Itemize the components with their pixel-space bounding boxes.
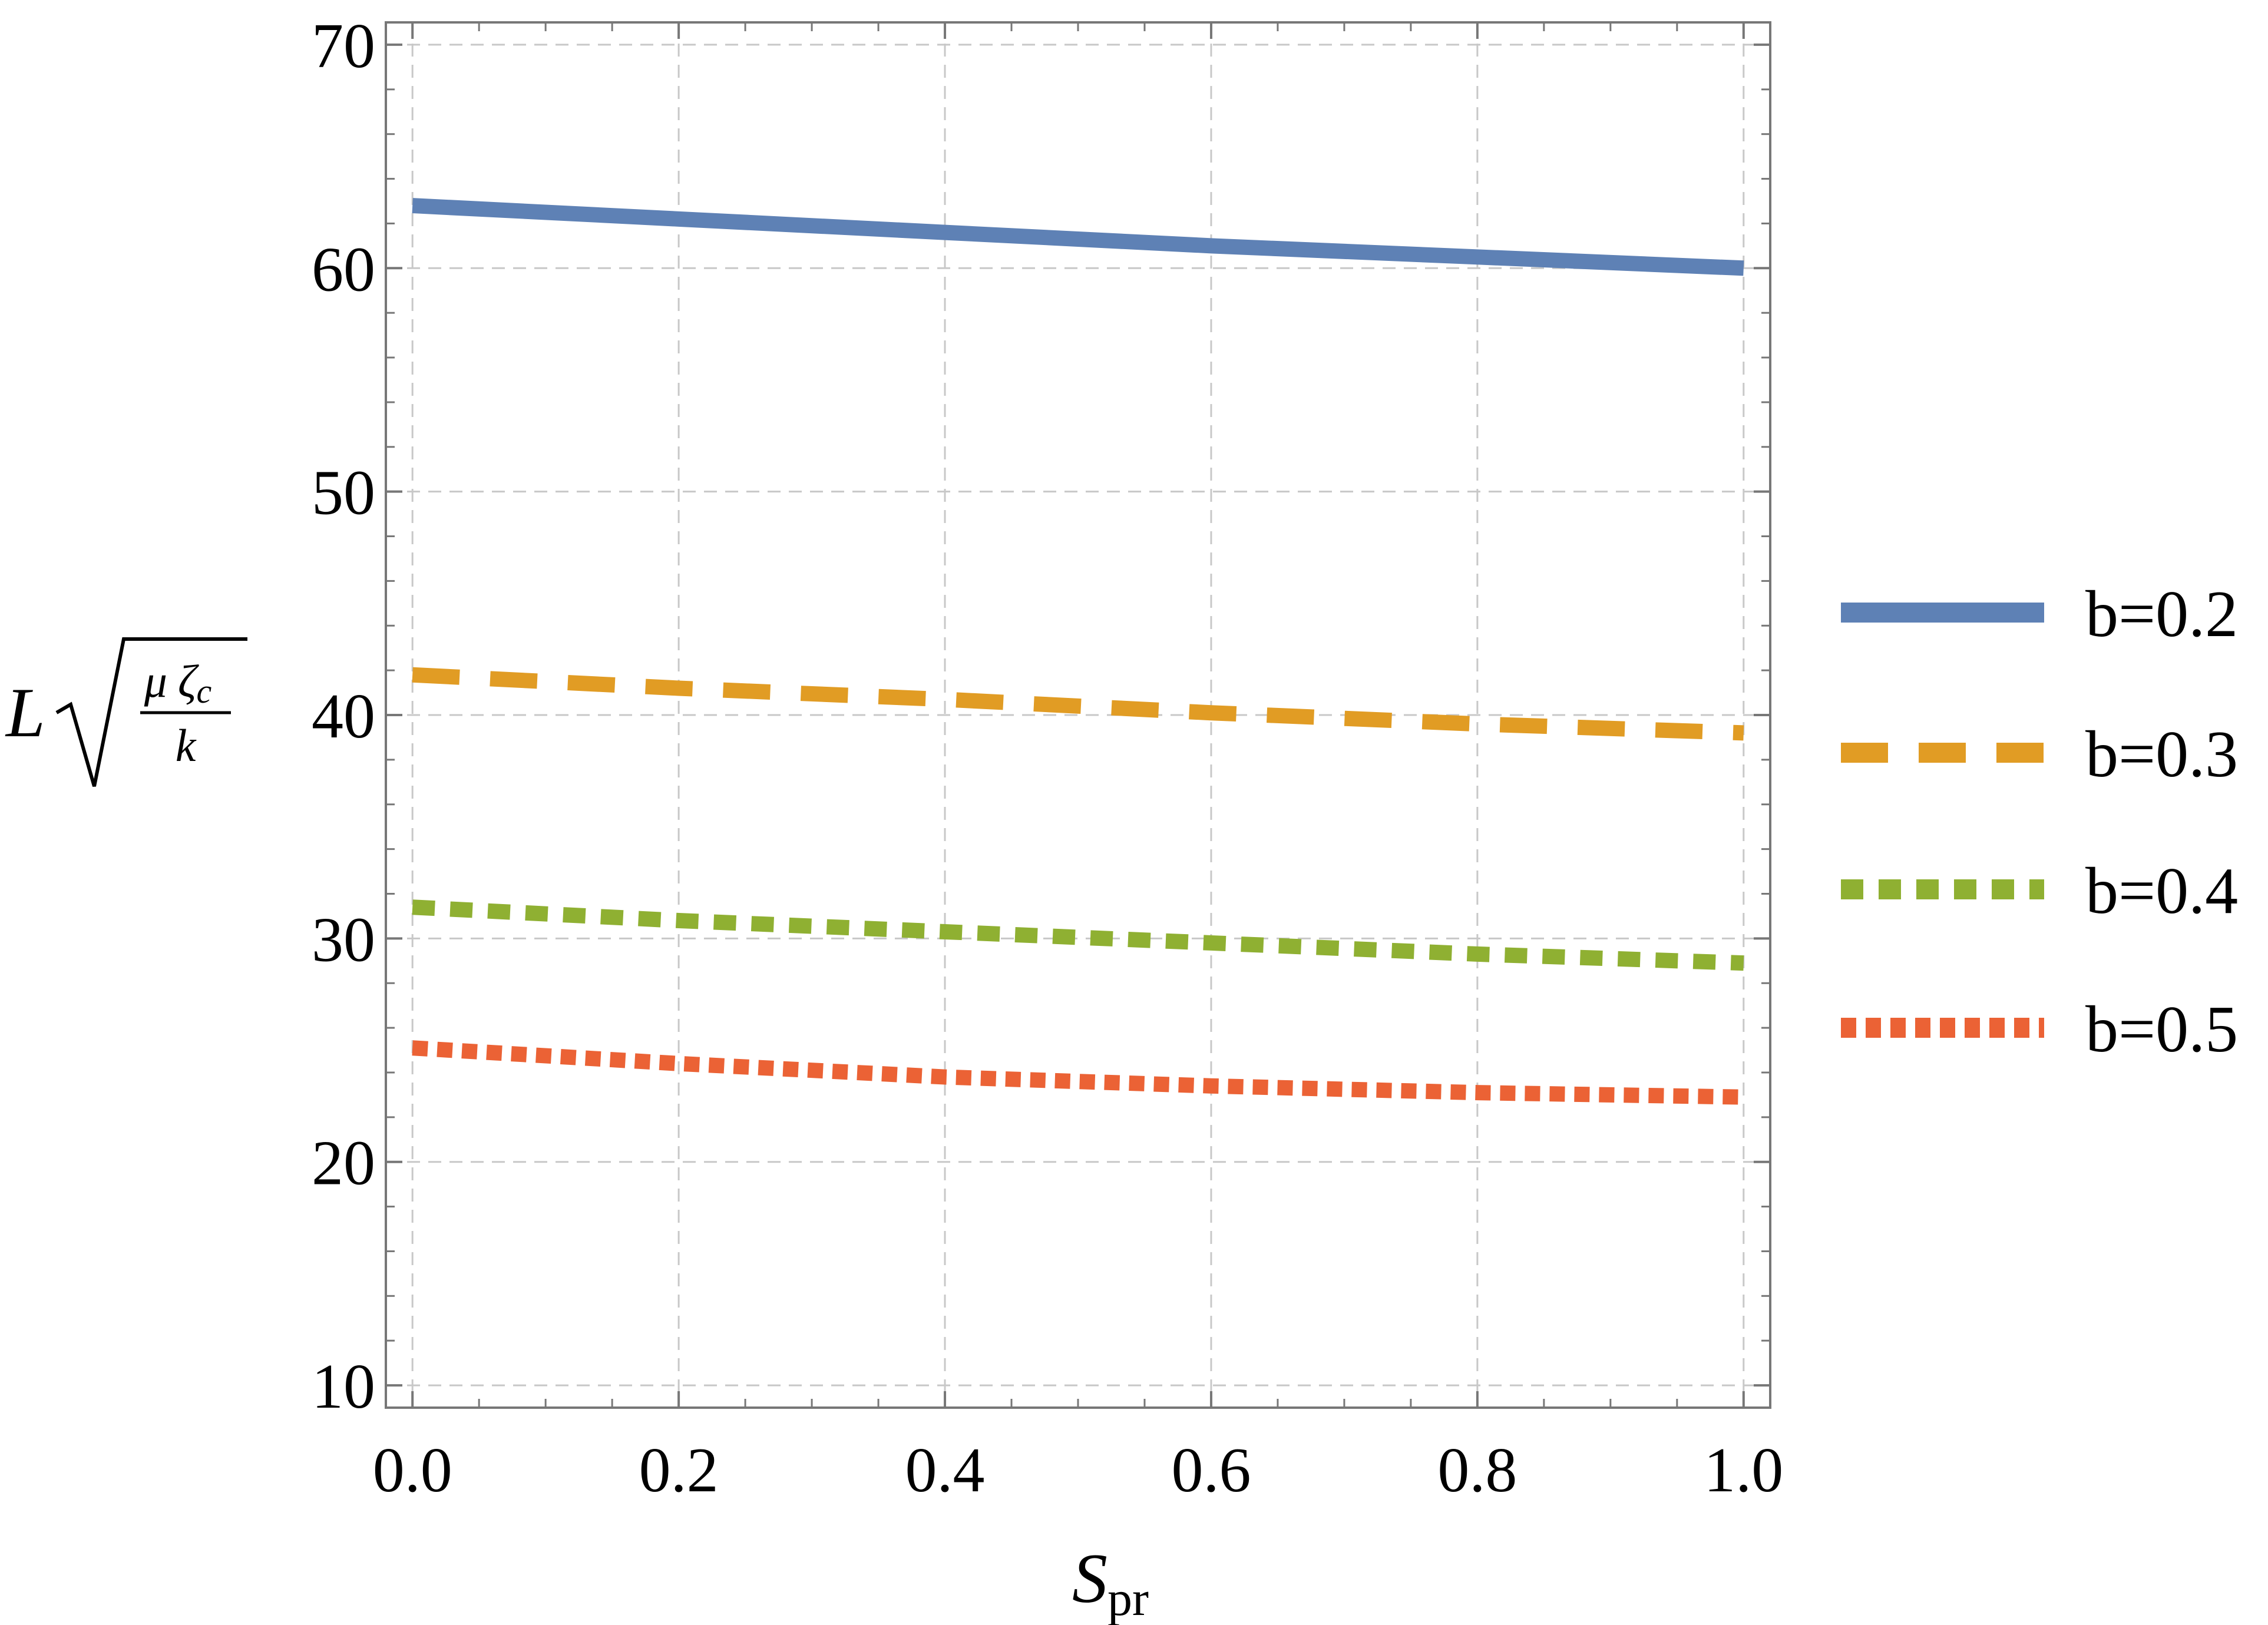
y-tick-label: 60 — [312, 234, 375, 305]
y-axis-title-numerator: μ ζc — [144, 656, 212, 710]
legend-label-b=0.5: b=0.5 — [2085, 993, 2238, 1066]
x-tick-label: 0.4 — [905, 1435, 985, 1505]
y-axis-title-zeta: ζ — [178, 656, 199, 707]
y-axis-title: L μ ζc k — [5, 637, 247, 787]
plot-frame — [385, 21, 1771, 1409]
x-tick-label: 1.0 — [1704, 1435, 1783, 1505]
series-line-b=0.5 — [412, 1040, 1744, 1105]
y-axis-title-zeta-sub: c — [196, 672, 211, 710]
series-line-b=0.4 — [412, 899, 1744, 971]
y-tick-label: 50 — [312, 458, 375, 528]
y-tick-label: 70 — [312, 11, 375, 81]
y-tick-label: 10 — [312, 1352, 375, 1422]
x-axis-title-subscript: pr — [1107, 1571, 1149, 1625]
y-axis-title-prefix: L — [5, 673, 45, 752]
series-line-b=0.2 — [412, 198, 1744, 276]
series-line-b=0.3 — [412, 667, 1744, 741]
axis-ticks — [386, 22, 1770, 1408]
legend-label-b=0.4: b=0.4 — [2085, 855, 2238, 928]
y-tick-labels: 10 20 30 40 50 60 70 — [312, 11, 375, 1422]
legend: b=0.2 b=0.3 b=0.4 b=0.5 — [1841, 578, 2238, 1066]
legend-label-b=0.2: b=0.2 — [2085, 578, 2238, 651]
y-tick-label: 30 — [312, 905, 375, 975]
series-lines — [412, 198, 1744, 1105]
x-axis-title-base: S — [1072, 1539, 1107, 1617]
y-tick-label: 20 — [312, 1128, 375, 1199]
y-axis-title-denominator: k — [176, 720, 197, 771]
grid-lines — [386, 22, 1770, 1408]
legend-label-b=0.3: b=0.3 — [2085, 718, 2238, 791]
y-axis-title-mu: μ — [144, 656, 167, 707]
y-axis-title-radical — [55, 637, 247, 787]
x-tick-label: 0.2 — [639, 1435, 719, 1505]
y-tick-label: 40 — [312, 681, 375, 752]
x-axis-title: Spr — [1072, 1539, 1149, 1625]
x-tick-label: 0.8 — [1437, 1435, 1517, 1505]
x-tick-label: 0.6 — [1171, 1435, 1251, 1505]
x-tick-label: 0.0 — [373, 1435, 452, 1505]
x-tick-labels: 0.0 0.2 0.4 0.6 0.8 1.0 — [373, 1435, 1784, 1505]
